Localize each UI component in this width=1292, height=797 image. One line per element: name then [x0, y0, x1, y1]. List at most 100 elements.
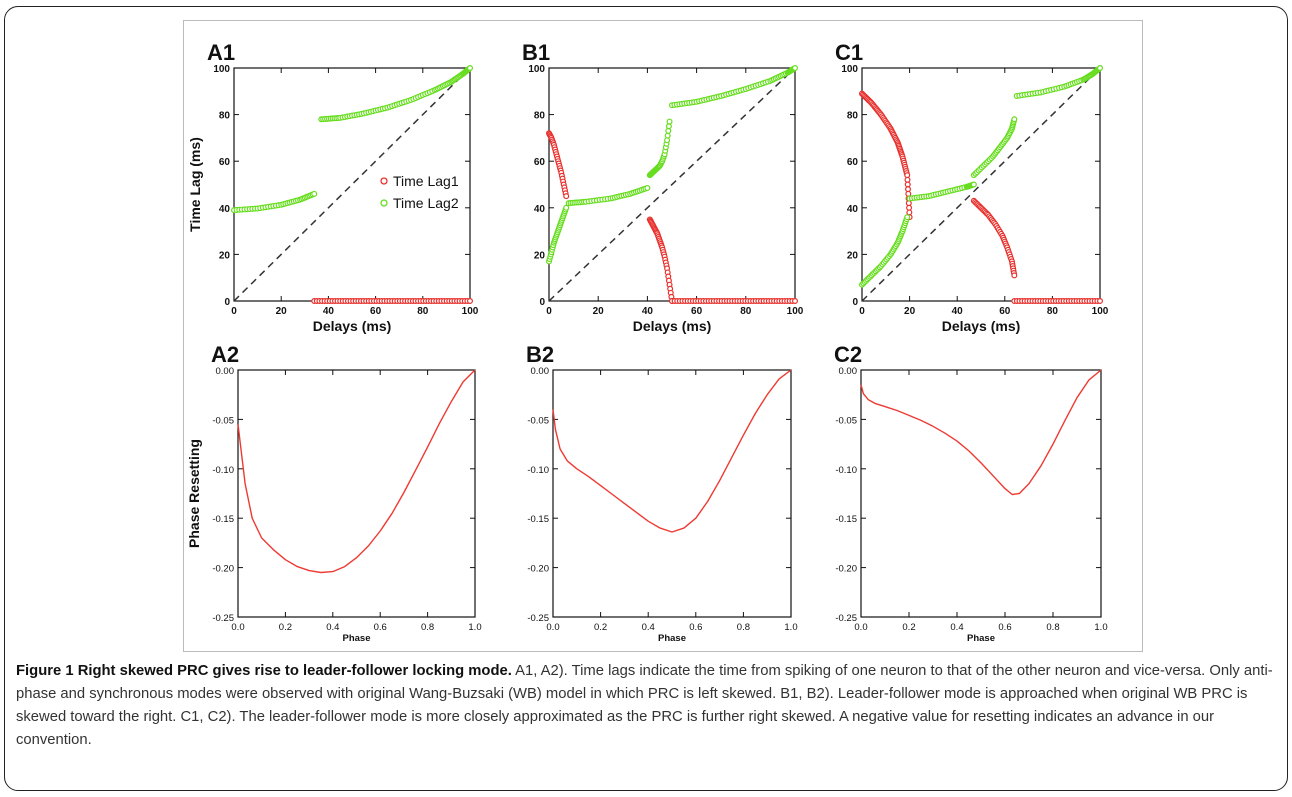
b1-panel-label: B1: [522, 40, 550, 65]
c2-y-tick-label: -0.05: [835, 415, 857, 426]
b2-x-tick-label: 0.8: [737, 622, 750, 633]
b1-lag2-point: [665, 127, 672, 134]
legend-marker-1: [380, 177, 388, 185]
legend-label-1: Time Lag1: [393, 173, 459, 189]
a1-x-tick-label: 100: [462, 306, 479, 317]
c2-x-tick-label: 0.6: [998, 622, 1011, 633]
b2-y-tick-label: -0.15: [527, 514, 549, 525]
a2-y-tick-label: -0.25: [212, 613, 234, 624]
b2-y-tick-label: -0.05: [527, 415, 549, 426]
c2-x-tick-label: 0.0: [854, 622, 867, 633]
a1-lag2-point: [311, 190, 318, 197]
c2-y-tick-label: 0.00: [839, 366, 858, 377]
caption-label: Figure 1: [16, 663, 74, 679]
c2-y-tick-label: -0.10: [835, 465, 857, 476]
b2-x-tick-label: 1.0: [784, 622, 797, 633]
a2-x-tick-label: 0.4: [326, 622, 339, 633]
b1-y-tick-label: 80: [534, 111, 546, 122]
a1-y-tick-label: 0: [224, 297, 230, 308]
a2-y-tick-label: -0.15: [212, 514, 234, 525]
b1-y-tick-label: 0: [539, 297, 545, 308]
b1-lag2-point: [664, 137, 671, 144]
figure-caption: Figure 1 Right skewed PRC gives rise to …: [16, 660, 1278, 752]
c1-lag2-point: [1011, 116, 1018, 123]
a1-lag2-point: [467, 64, 474, 71]
b1-lag2-point: [563, 204, 570, 211]
c1-y-tick-label: 20: [847, 250, 859, 261]
c1-lag2-point: [904, 214, 911, 221]
a2-x-tick-label: 0.2: [279, 622, 292, 633]
a1-lag1-point: [467, 298, 474, 305]
a2-x-tick-label: 0.0: [231, 622, 244, 633]
c2-x-tick-label: 1.0: [1094, 622, 1107, 633]
a2-x-axis-label: Phase: [343, 633, 371, 644]
c2-x-tick-label: 0.2: [902, 622, 915, 633]
caption-title: Right skewed PRC gives rise to leader-fo…: [77, 663, 512, 679]
a1-x-tick-label: 20: [276, 306, 288, 317]
a2-y-tick-label: -0.05: [212, 415, 234, 426]
b1-x-tick-label: 40: [642, 306, 654, 317]
a2-x-tick-label: 1.0: [468, 622, 481, 633]
b1-lag2-point: [665, 123, 672, 130]
c2-prc-curve: [860, 369, 1102, 496]
b1-x-tick-label: 60: [691, 306, 703, 317]
b2-plot-frame: [552, 369, 792, 618]
b1-y-tick-label: 60: [534, 157, 546, 168]
b1-x-tick-label: 80: [740, 306, 752, 317]
c2-x-tick-label: 0.4: [950, 622, 963, 633]
a1-y-tick-label: 80: [219, 111, 231, 122]
a1-x-tick-label: 80: [417, 306, 429, 317]
b1-x-tick-label: 100: [787, 306, 804, 317]
b1-lag1-point: [791, 298, 798, 305]
a2-y-tick-label: 0.00: [216, 366, 235, 377]
c1-y-tick-label: 40: [847, 204, 859, 215]
a1-x-tick-label: 60: [370, 306, 382, 317]
c1-x-tick-label: 40: [952, 306, 964, 317]
figure-panel: 0 20 40 60 80 100 0 20 40 60 80 100 A1 Delays (ms) Tim…: [183, 20, 1143, 652]
c1-plot-frame: [861, 67, 1101, 302]
a2-x-tick-label: 0.6: [374, 622, 387, 633]
c1-y-tick-label: 80: [847, 111, 859, 122]
a1-x-axis-label: Delays (ms): [313, 318, 392, 334]
b2-x-axis-label: Phase: [658, 633, 686, 644]
b2-prc-curve: [552, 369, 792, 533]
c1-lag1-point: [1011, 272, 1018, 279]
c2-y-tick-label: -0.25: [835, 613, 857, 624]
b1-x-tick-label: 20: [593, 306, 605, 317]
a2-plot-frame: [237, 369, 476, 618]
c1-y-tick-label: 0: [852, 297, 858, 308]
a1-x-tick-label: 0: [231, 306, 237, 317]
c1-lag1-point: [1096, 298, 1103, 305]
a1-y-tick-label: 40: [219, 204, 231, 215]
figure-svg: 0 20 40 60 80 100 0 20 40 60 80 100 A1 Delays (ms) Tim…: [186, 40, 1109, 644]
b2-x-tick-label: 0.0: [546, 622, 559, 633]
b2-y-tick-label: -0.25: [527, 613, 549, 624]
a1-x-tick-label: 40: [323, 306, 335, 317]
c1-lag2-point: [970, 181, 977, 188]
c1-x-tick-label: 100: [1092, 306, 1109, 317]
c2-x-axis-label: Phase: [967, 633, 995, 644]
a2-x-tick-label: 0.8: [421, 622, 434, 633]
b1-x-tick-label: 0: [546, 306, 552, 317]
a2-panel-label: A2: [211, 342, 239, 367]
a2-y-tick-label: -0.20: [212, 564, 234, 575]
legend-label-2: Time Lag2: [393, 195, 459, 211]
b1-y-tick-label: 100: [528, 64, 545, 75]
a1-panel-label: A1: [207, 40, 235, 65]
b1-lag2-point: [664, 132, 671, 139]
c2-plot-frame: [860, 369, 1102, 618]
b2-x-tick-label: 0.6: [689, 622, 702, 633]
c2-panel-label: C2: [834, 342, 862, 367]
b2-y-tick-label: -0.10: [527, 465, 549, 476]
b1-diagonal-line: [548, 67, 796, 302]
c1-diagonal-line: [861, 67, 1101, 302]
a2-y-axis-label: Phase Resetting: [186, 439, 202, 548]
a1-y-tick-label: 20: [219, 250, 231, 261]
b1-lag2-point: [644, 184, 651, 191]
b2-y-tick-label: -0.20: [527, 564, 549, 575]
b1-lag1-point: [563, 193, 570, 200]
b1-lag2-point: [666, 118, 673, 125]
a2-y-tick-label: -0.10: [212, 465, 234, 476]
c1-lag2-point: [1096, 64, 1103, 71]
c1-panel-label: C1: [835, 40, 863, 65]
